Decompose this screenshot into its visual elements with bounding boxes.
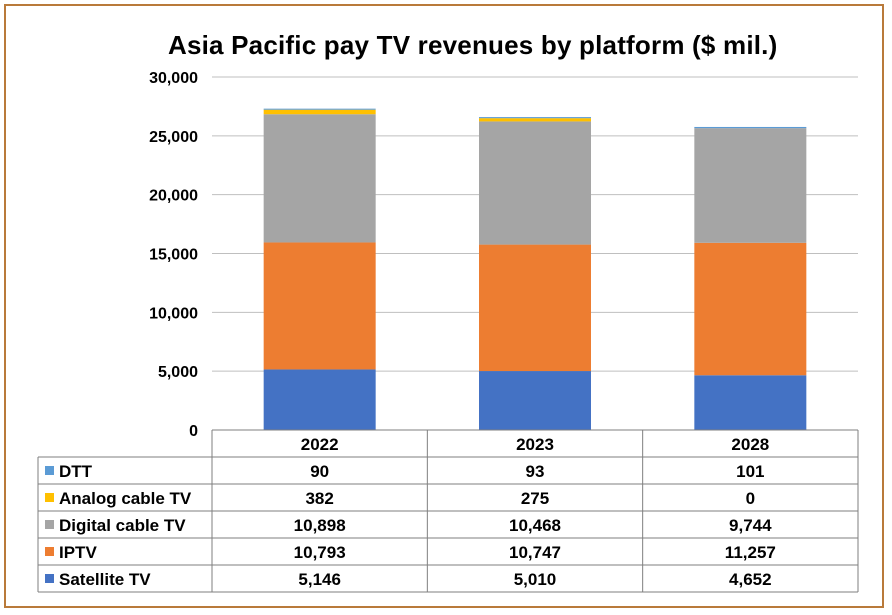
bar-segment: [694, 242, 807, 376]
bar-segment: [694, 126, 807, 129]
x-category-label: 2023: [516, 435, 554, 454]
bar-segment: [263, 114, 376, 243]
y-tick-label: 15,000: [149, 247, 198, 264]
y-tick-label: 0: [189, 423, 198, 440]
y-tick-label: 10,000: [149, 305, 198, 322]
y-tick-label: 25,000: [149, 129, 198, 146]
legend-label: Digital cable TV: [59, 516, 186, 535]
bar-segment: [263, 109, 376, 115]
legend-label: Analog cable TV: [59, 489, 192, 508]
legend-key: [45, 574, 54, 583]
data-label: 275: [521, 489, 549, 508]
data-label: 11,257: [725, 543, 776, 562]
bar-segment: [479, 117, 591, 119]
bar-segment: [263, 369, 376, 430]
data-label: 4,652: [729, 570, 772, 589]
legend-label: Satellite TV: [59, 570, 151, 589]
data-label: 382: [305, 489, 333, 508]
bar-segment: [263, 108, 376, 110]
y-tick-label: 30,000: [149, 70, 198, 87]
legend-key: [45, 520, 54, 529]
bar-segment: [694, 128, 807, 243]
data-label: 10,468: [509, 516, 561, 535]
y-tick-label: 5,000: [158, 364, 198, 381]
y-tick-label: 20,000: [149, 188, 198, 205]
bar-segment: [263, 242, 376, 370]
data-label: 9,744: [729, 516, 772, 535]
x-category-label: 2028: [731, 435, 769, 454]
bar-segment: [479, 244, 591, 372]
legend-label: IPTV: [59, 543, 97, 562]
data-label: 93: [526, 462, 545, 481]
data-label: 5,146: [298, 570, 341, 589]
legend-key: [45, 466, 54, 475]
bar-segment: [479, 371, 591, 430]
legend-key: [45, 547, 54, 556]
legend-key: [45, 493, 54, 502]
data-label: 90: [310, 462, 329, 481]
legend-label: DTT: [59, 462, 93, 481]
bar-segment: [479, 118, 591, 122]
data-label: 10,793: [294, 543, 346, 562]
chart-title: Asia Pacific pay TV revenues by platform…: [168, 30, 778, 60]
bar-segment: [479, 121, 591, 245]
data-label: 10,747: [509, 543, 561, 562]
data-label: 101: [736, 462, 764, 481]
data-label: 10,898: [294, 516, 346, 535]
x-category-label: 2022: [301, 435, 339, 454]
data-label: 5,010: [514, 570, 557, 589]
data-label: 0: [746, 489, 755, 508]
bar-segment: [694, 375, 807, 430]
